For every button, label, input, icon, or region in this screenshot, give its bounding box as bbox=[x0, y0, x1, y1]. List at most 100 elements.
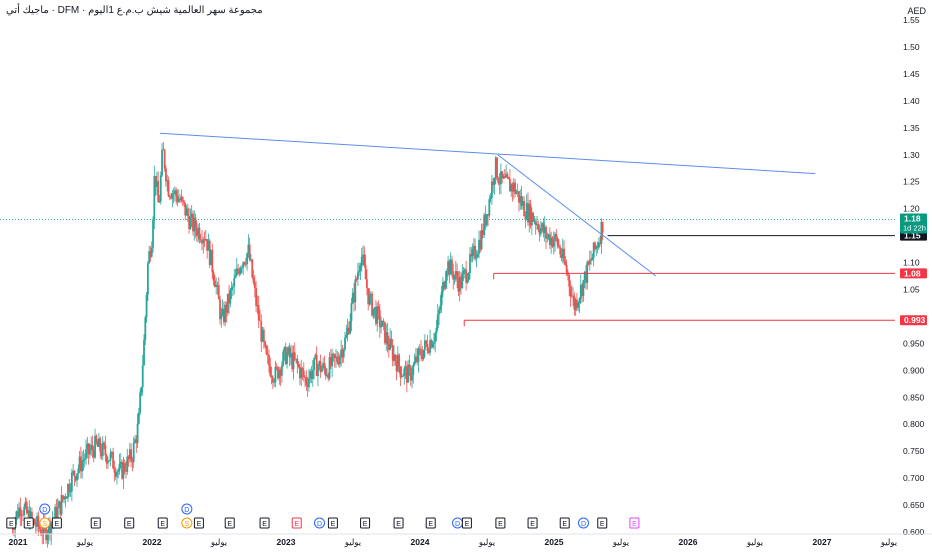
earnings-marker bbox=[360, 517, 371, 529]
price-label-support-2-box bbox=[900, 315, 927, 326]
candle-body bbox=[597, 242, 600, 248]
candle-body bbox=[183, 200, 185, 203]
candle-body bbox=[137, 412, 140, 424]
candle-body bbox=[210, 249, 212, 265]
candle-body bbox=[117, 470, 120, 472]
y-tick-label: 0.950 bbox=[903, 338, 925, 348]
candle-body bbox=[454, 271, 457, 276]
candle-body bbox=[542, 223, 545, 234]
earnings-marker-label: E bbox=[197, 521, 202, 528]
candle-body bbox=[576, 299, 578, 308]
candle-body bbox=[167, 180, 170, 197]
candle-body bbox=[235, 268, 238, 276]
earnings-marker bbox=[559, 517, 570, 529]
candle-body bbox=[27, 510, 29, 514]
candle-body bbox=[256, 305, 259, 307]
candle-body bbox=[131, 461, 134, 463]
candle-body bbox=[146, 263, 149, 295]
candle-body bbox=[360, 256, 363, 266]
candle-body bbox=[300, 368, 303, 379]
candle-body bbox=[318, 361, 321, 367]
candle-body bbox=[99, 438, 102, 452]
candle-body bbox=[306, 385, 309, 388]
candle-body bbox=[358, 270, 361, 273]
earnings-marker bbox=[597, 517, 608, 529]
y-tick-label: 0.700 bbox=[903, 473, 925, 483]
candle-body bbox=[175, 190, 178, 197]
y-tick-label: 0.750 bbox=[903, 446, 925, 456]
earnings-marker bbox=[224, 517, 235, 529]
candle-body bbox=[331, 353, 334, 367]
price-label-support-2: 0.993 bbox=[904, 315, 926, 325]
candle-body bbox=[509, 179, 511, 192]
earnings-marker bbox=[157, 517, 168, 529]
candle-body bbox=[304, 377, 306, 378]
candle-body bbox=[485, 214, 488, 226]
candle-body bbox=[497, 178, 500, 184]
candle-body bbox=[149, 251, 152, 257]
candle-body bbox=[286, 353, 288, 364]
candle-body bbox=[96, 442, 99, 447]
x-tick-year: 2023 bbox=[277, 537, 296, 547]
candle-body bbox=[382, 320, 385, 323]
candle-body bbox=[506, 173, 509, 178]
candle-body bbox=[69, 491, 72, 493]
candle-body bbox=[327, 374, 330, 379]
x-tick-year: 2021 bbox=[9, 537, 28, 547]
candle-body bbox=[433, 342, 435, 344]
candle-body bbox=[369, 293, 372, 296]
dividend-marker-label: D bbox=[317, 521, 322, 528]
candle-body bbox=[186, 208, 189, 217]
candle-body bbox=[407, 364, 410, 383]
candle-body bbox=[310, 371, 313, 379]
y-tick-label: 0.600 bbox=[903, 527, 925, 537]
candle-body bbox=[510, 184, 513, 192]
candle-body bbox=[60, 495, 63, 515]
candle-body bbox=[110, 451, 113, 454]
candle-body bbox=[472, 245, 475, 250]
candle-body bbox=[314, 354, 317, 359]
candle-body bbox=[259, 320, 261, 322]
dividend-marker bbox=[314, 517, 325, 529]
candle-body bbox=[422, 349, 425, 359]
candle-body bbox=[41, 534, 44, 536]
candle-body bbox=[479, 239, 482, 250]
candle-body bbox=[550, 237, 553, 246]
y-tick-label: 0.900 bbox=[903, 365, 925, 375]
candle-body bbox=[202, 239, 205, 244]
candle-body bbox=[324, 368, 327, 376]
candle-body bbox=[500, 171, 502, 185]
candle-body bbox=[426, 343, 429, 352]
candle-body bbox=[423, 340, 426, 350]
candle-body bbox=[387, 344, 390, 350]
candle-body bbox=[319, 361, 322, 373]
candle-body bbox=[527, 203, 529, 223]
dividend-marker-label: D bbox=[184, 507, 189, 514]
y-tick-label: 1.45 bbox=[903, 69, 920, 79]
candle-body bbox=[445, 270, 448, 281]
candle-body bbox=[431, 343, 434, 348]
candle-body bbox=[514, 182, 516, 194]
candle-body bbox=[108, 460, 111, 462]
candle-body bbox=[546, 236, 549, 239]
candle-body bbox=[293, 352, 296, 360]
candle-body bbox=[585, 271, 587, 283]
candle-body bbox=[144, 317, 147, 340]
candle-body bbox=[596, 246, 599, 248]
candle-body bbox=[21, 514, 24, 516]
candle-body bbox=[70, 472, 73, 492]
candle-body bbox=[262, 329, 265, 342]
candle-body bbox=[168, 196, 171, 198]
candle-body bbox=[76, 473, 78, 481]
candle-body bbox=[74, 476, 77, 481]
candle-body bbox=[402, 375, 404, 377]
candle-body bbox=[560, 254, 563, 258]
candle-body bbox=[565, 264, 568, 273]
candle-body bbox=[177, 198, 180, 202]
candle-body bbox=[349, 321, 352, 334]
candle-body bbox=[114, 472, 117, 477]
candle-body bbox=[366, 279, 368, 289]
candle-body bbox=[18, 507, 20, 518]
